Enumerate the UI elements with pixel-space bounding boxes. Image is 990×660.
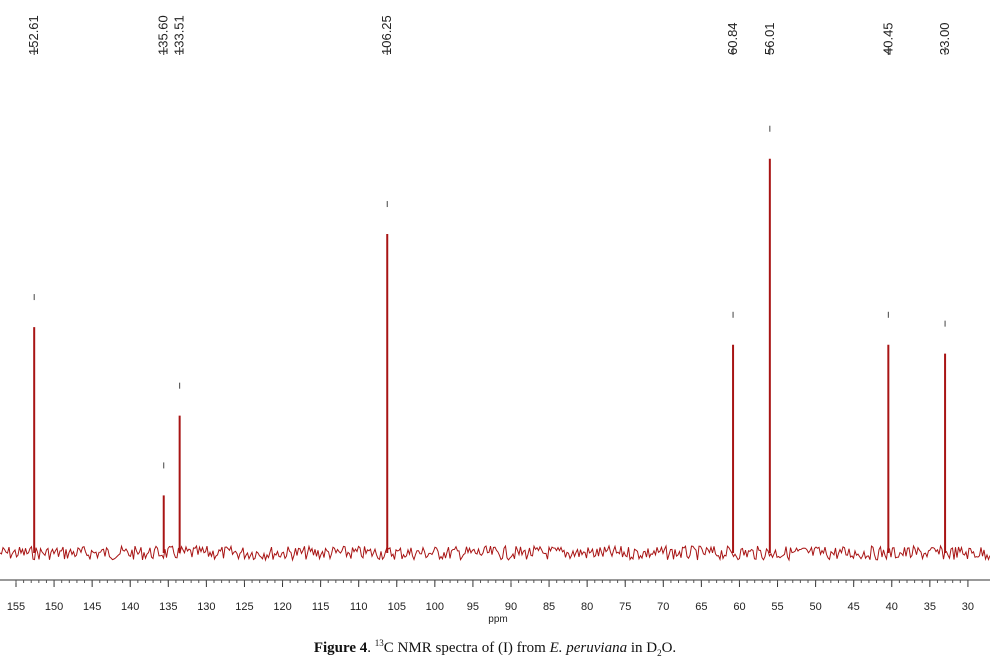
x-tick-label: 75 <box>619 601 631 613</box>
x-tick-label: 90 <box>505 601 517 613</box>
x-tick-label: 30 <box>962 601 974 613</box>
caption: Figure 4. 13C NMR spectra of (I) from E.… <box>0 638 990 658</box>
x-tick-label: 85 <box>543 601 555 613</box>
caption-sup: 13 <box>374 638 384 648</box>
x-tick-label: 80 <box>581 601 593 613</box>
peak-label: 60.84 <box>725 22 740 55</box>
peak-label: 56.01 <box>762 22 777 55</box>
x-tick-label: 115 <box>312 601 330 613</box>
x-tick-label: 105 <box>388 601 406 613</box>
x-tick-label: 135 <box>159 601 177 613</box>
caption-text: C NMR spectra of (I) from <box>383 640 550 656</box>
baseline-noise <box>0 544 990 562</box>
x-tick-label: 50 <box>809 601 821 613</box>
x-tick-label: 95 <box>467 601 479 613</box>
x-tick-label: 140 <box>121 601 139 613</box>
x-tick-label: 100 <box>426 601 444 613</box>
caption-text: in D <box>627 640 658 656</box>
x-tick-label: 40 <box>886 601 898 613</box>
peak-label: 133.51 <box>172 15 187 55</box>
x-tick-label: 150 <box>45 601 63 613</box>
caption-sub: 2 <box>657 648 662 658</box>
x-tick-label: 155 <box>7 601 25 613</box>
x-tick-label: 35 <box>924 601 936 613</box>
x-axis-label: ppm <box>488 614 507 625</box>
x-tick-label: 130 <box>197 601 215 613</box>
peak-label: 152.61 <box>26 15 41 55</box>
peak-label: 106.25 <box>379 15 394 55</box>
x-tick-label: 55 <box>771 601 783 613</box>
x-tick-label: 120 <box>273 601 291 613</box>
x-tick-label: 110 <box>350 601 368 613</box>
x-tick-label: 125 <box>235 601 253 613</box>
caption-text: . <box>367 640 375 656</box>
x-tick-label: 65 <box>695 601 707 613</box>
x-tick-label: 70 <box>657 601 669 613</box>
caption-label: Figure 4 <box>313 640 368 656</box>
x-tick-label: 45 <box>848 601 860 613</box>
x-tick-label: 145 <box>83 601 101 613</box>
peak-label: 33.00 <box>937 22 952 55</box>
peak-label: 40.45 <box>880 22 895 55</box>
chart: ppm 155 150 145 140 135 130 125 120 115 110 105 100… <box>0 15 990 625</box>
caption-text: O. <box>661 640 677 656</box>
peak-label: 135.60 <box>156 15 171 55</box>
x-tick-label: 60 <box>733 601 745 613</box>
caption-species: E. peruviana <box>549 640 628 656</box>
